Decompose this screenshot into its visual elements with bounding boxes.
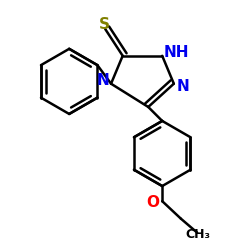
Text: O: O <box>146 195 160 210</box>
Text: N: N <box>177 78 190 94</box>
Text: S: S <box>98 17 110 32</box>
Text: N: N <box>96 73 109 88</box>
Text: NH: NH <box>164 45 189 60</box>
Text: CH₃: CH₃ <box>186 228 211 241</box>
